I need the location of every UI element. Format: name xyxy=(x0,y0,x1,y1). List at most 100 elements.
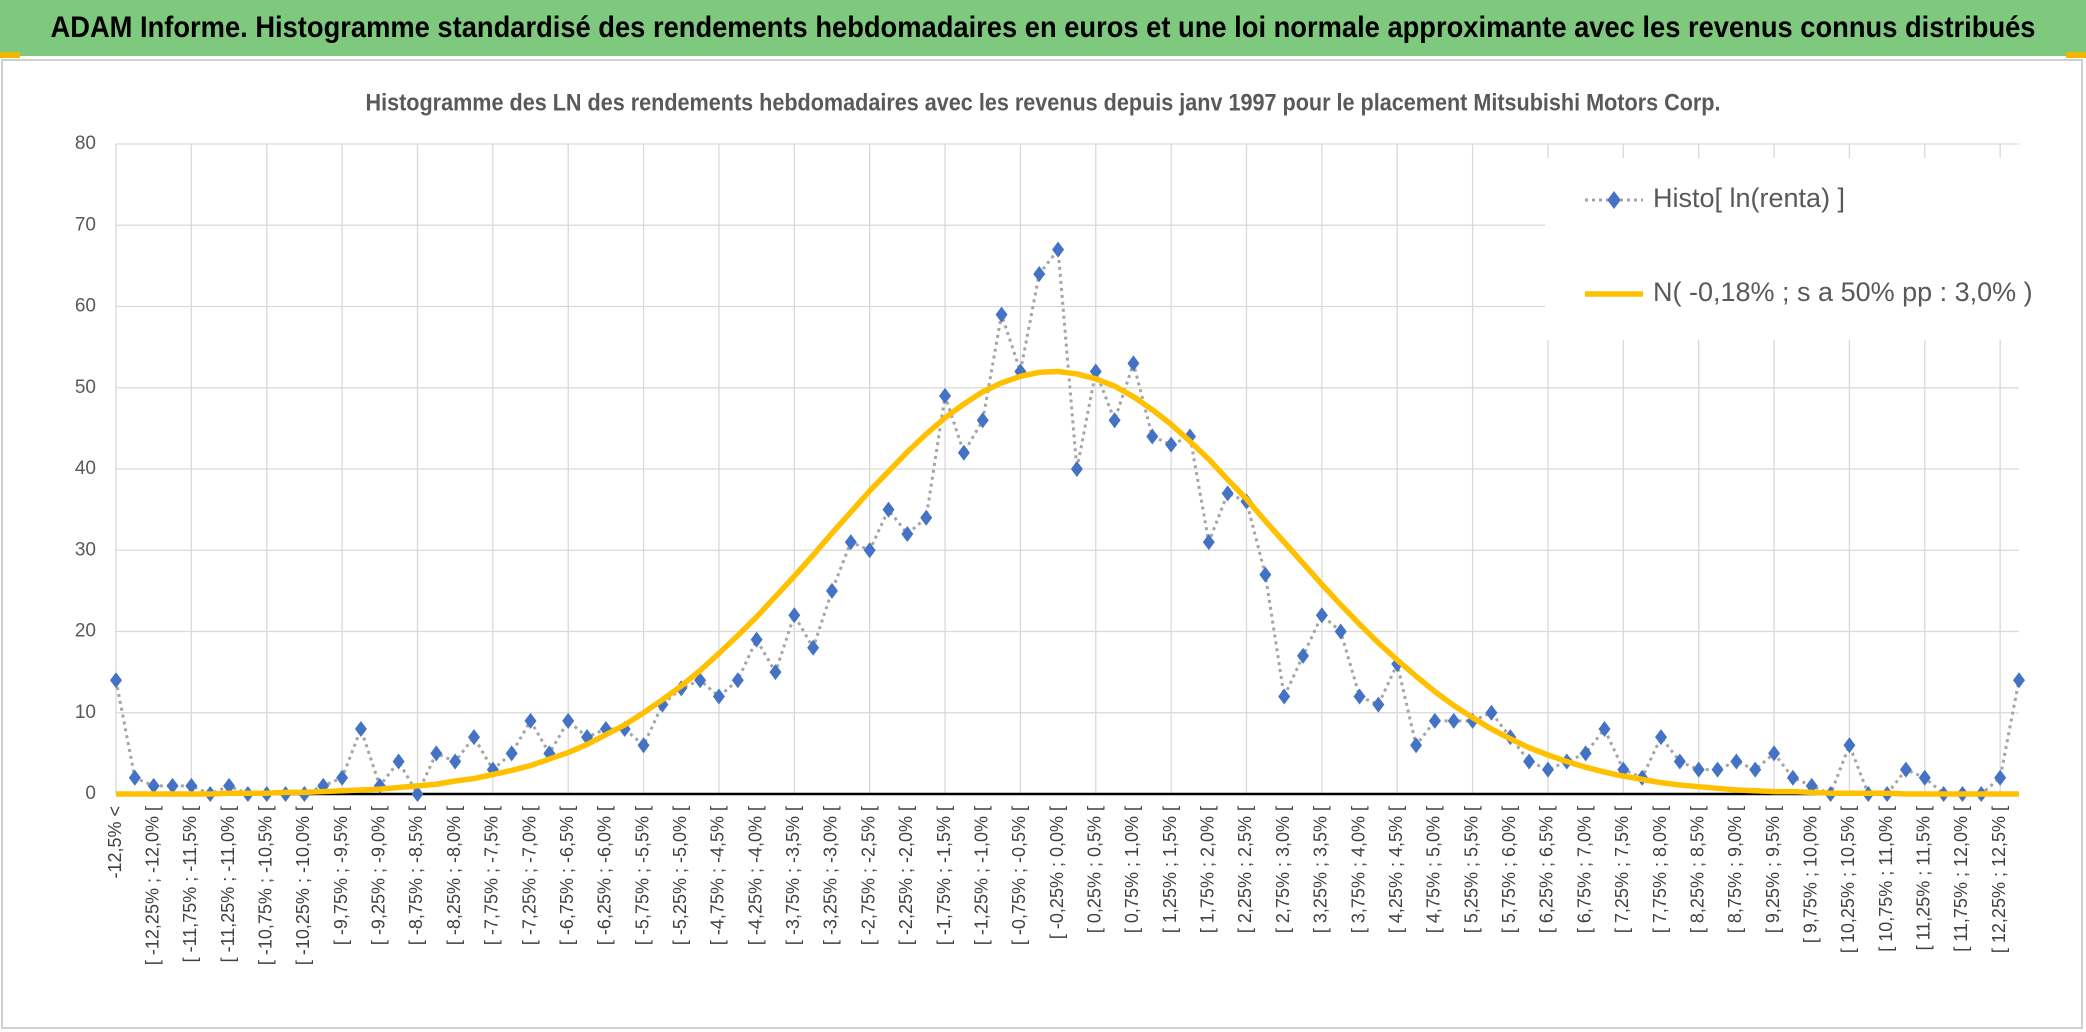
x-tick-label: [ 9,25% ; 9,5% [ xyxy=(1763,806,1783,933)
data-point xyxy=(185,777,198,794)
x-tick-label: [ 8,25% ; 8,5% [ xyxy=(1687,806,1707,933)
data-point xyxy=(449,753,462,770)
legend-label: N( -0,18% ; s a 50% pp : 3,0% ) xyxy=(1653,277,2033,307)
data-point xyxy=(166,777,179,794)
x-tick-label: [ 1,75% ; 2,0% [ xyxy=(1198,806,1218,933)
x-tick-label: [ -8,75% ; -8,5% [ xyxy=(406,806,426,945)
data-point xyxy=(223,777,236,794)
data-point xyxy=(957,444,970,461)
legend-label: Histo[ ln(renta) ] xyxy=(1653,183,1845,213)
x-tick-label: [ 1,25% ; 1,5% [ xyxy=(1160,806,1180,933)
data-point xyxy=(1127,355,1140,372)
x-tick-label: [ -9,25% ; -9,0% [ xyxy=(369,806,389,945)
data-point xyxy=(807,639,820,656)
x-tick-label: [ -7,25% ; -7,0% [ xyxy=(519,806,539,945)
x-tick-label: [ 10,25% ; 10,5% [ xyxy=(1838,806,1858,953)
x-tick-label: [ 4,25% ; 4,5% [ xyxy=(1386,806,1406,933)
data-point xyxy=(562,712,575,729)
legend: Histo[ ln(renta) ] N( -0,18% ; s a 50% pp… xyxy=(1545,158,2033,340)
data-point xyxy=(939,387,952,404)
y-tick-label: 50 xyxy=(75,377,96,398)
data-point xyxy=(750,631,763,648)
x-tick-label: [ -4,75% ; -4,5% [ xyxy=(708,806,728,945)
data-point xyxy=(1918,769,1931,786)
data-point xyxy=(882,501,895,518)
data-point xyxy=(392,753,405,770)
data-point xyxy=(1202,534,1215,551)
data-point xyxy=(1692,761,1705,778)
x-tick-label: [ -6,75% ; -6,5% [ xyxy=(557,806,577,945)
data-point xyxy=(1843,737,1856,754)
legend-swatch-marker xyxy=(1607,191,1621,209)
x-tick-label: [ 5,75% ; 6,0% [ xyxy=(1499,806,1519,933)
x-tick-label: [ 0,75% ; 1,0% [ xyxy=(1122,806,1142,933)
header-title: ADAM Informe. Histogramme standardisé de… xyxy=(51,11,2036,44)
x-tick-label: [ 3,25% ; 3,5% [ xyxy=(1311,806,1331,933)
x-tick-label: [ -10,75% ; -10,5% [ xyxy=(255,806,275,965)
x-tick-label: [ -0,75% ; -0,5% [ xyxy=(1009,806,1029,945)
data-point xyxy=(1052,241,1065,258)
x-tick-label: [ -12,25% ; -12,0% [ xyxy=(142,806,162,965)
x-tick-label: [ -5,25% ; -5,0% [ xyxy=(670,806,690,945)
data-point xyxy=(411,786,424,802)
data-point xyxy=(731,672,744,689)
y-tick-label: 60 xyxy=(75,296,96,317)
series-line xyxy=(114,248,2021,796)
data-point xyxy=(995,306,1008,323)
data-point xyxy=(1353,688,1366,705)
x-tick-label: [ -4,25% ; -4,0% [ xyxy=(745,806,765,945)
x-tick-label: [ 6,25% ; 6,5% [ xyxy=(1537,806,1557,933)
x-tick-label: [ 9,75% ; 10,0% [ xyxy=(1800,806,1820,943)
data-point xyxy=(2013,672,2025,689)
data-point xyxy=(825,582,838,599)
x-tick-label: [ -5,75% ; -5,5% [ xyxy=(632,806,652,945)
x-tick-label: [ -2,25% ; -2,0% [ xyxy=(896,806,916,945)
data-point xyxy=(1410,737,1423,754)
x-tick-label: [ -6,25% ; -6,0% [ xyxy=(595,806,615,945)
data-point xyxy=(1221,485,1234,502)
y-tick-label: 80 xyxy=(75,133,96,154)
data-point xyxy=(920,509,933,526)
y-tick-label: 0 xyxy=(85,783,96,804)
y-tick-label: 20 xyxy=(75,621,96,642)
data-point xyxy=(1278,688,1291,705)
data-point xyxy=(901,526,914,542)
x-tick-label: [ 6,75% ; 7,0% [ xyxy=(1574,806,1594,933)
data-point xyxy=(1598,721,1611,737)
data-point xyxy=(844,534,857,551)
data-point xyxy=(524,712,537,729)
data-point xyxy=(128,769,141,786)
x-tick-label: -12,5% < xyxy=(105,806,125,879)
data-point xyxy=(1523,753,1536,770)
x-tick-label: [ -11,25% ; -11,0% [ xyxy=(218,806,238,962)
data-point xyxy=(1711,761,1724,778)
plot-area: 0 10 20 30 40 50 60 70 80 -12,5% < [ -12,25% ; -12… xyxy=(75,133,2033,965)
x-tick-label: [ -9,75% ; -9,5% [ xyxy=(331,806,351,945)
x-tick-label: [ 10,75% ; 11,0% [ xyxy=(1876,806,1896,952)
x-tick-label: [ 7,25% ; 7,5% [ xyxy=(1612,806,1632,933)
y-tick-label: 40 xyxy=(75,458,96,479)
data-point xyxy=(1372,696,1385,713)
data-point xyxy=(712,688,725,705)
legend-box xyxy=(1545,158,2025,340)
x-tick-label: [ -2,75% ; -2,5% [ xyxy=(858,806,878,945)
data-point xyxy=(1070,461,1083,477)
x-tick-label: [ -1,25% ; -1,0% [ xyxy=(971,806,991,945)
x-tick-label: [ -11,75% ; -11,5% [ xyxy=(180,806,200,962)
data-point xyxy=(1730,753,1743,770)
x-tick-label: [ 11,75% ; 12,0% [ xyxy=(1951,806,1971,952)
data-point xyxy=(1315,607,1328,624)
x-tick-label: [ 5,25% ; 5,5% [ xyxy=(1461,806,1481,933)
x-tick-label: [ 8,75% ; 9,0% [ xyxy=(1725,806,1745,933)
data-point xyxy=(1108,412,1121,429)
corner-accent xyxy=(2066,52,2086,58)
corner-accent xyxy=(0,52,20,58)
data-point xyxy=(354,721,367,737)
data-point xyxy=(1994,769,2007,786)
x-tick-label: [ -1,75% ; -1,5% [ xyxy=(934,806,954,945)
x-tick-label: [ 12,25% ; 12,5% [ xyxy=(1989,806,2009,953)
data-point xyxy=(1541,761,1554,778)
data-point xyxy=(336,769,349,786)
x-tick-label: [ 0,25% ; 0,5% [ xyxy=(1085,806,1105,933)
